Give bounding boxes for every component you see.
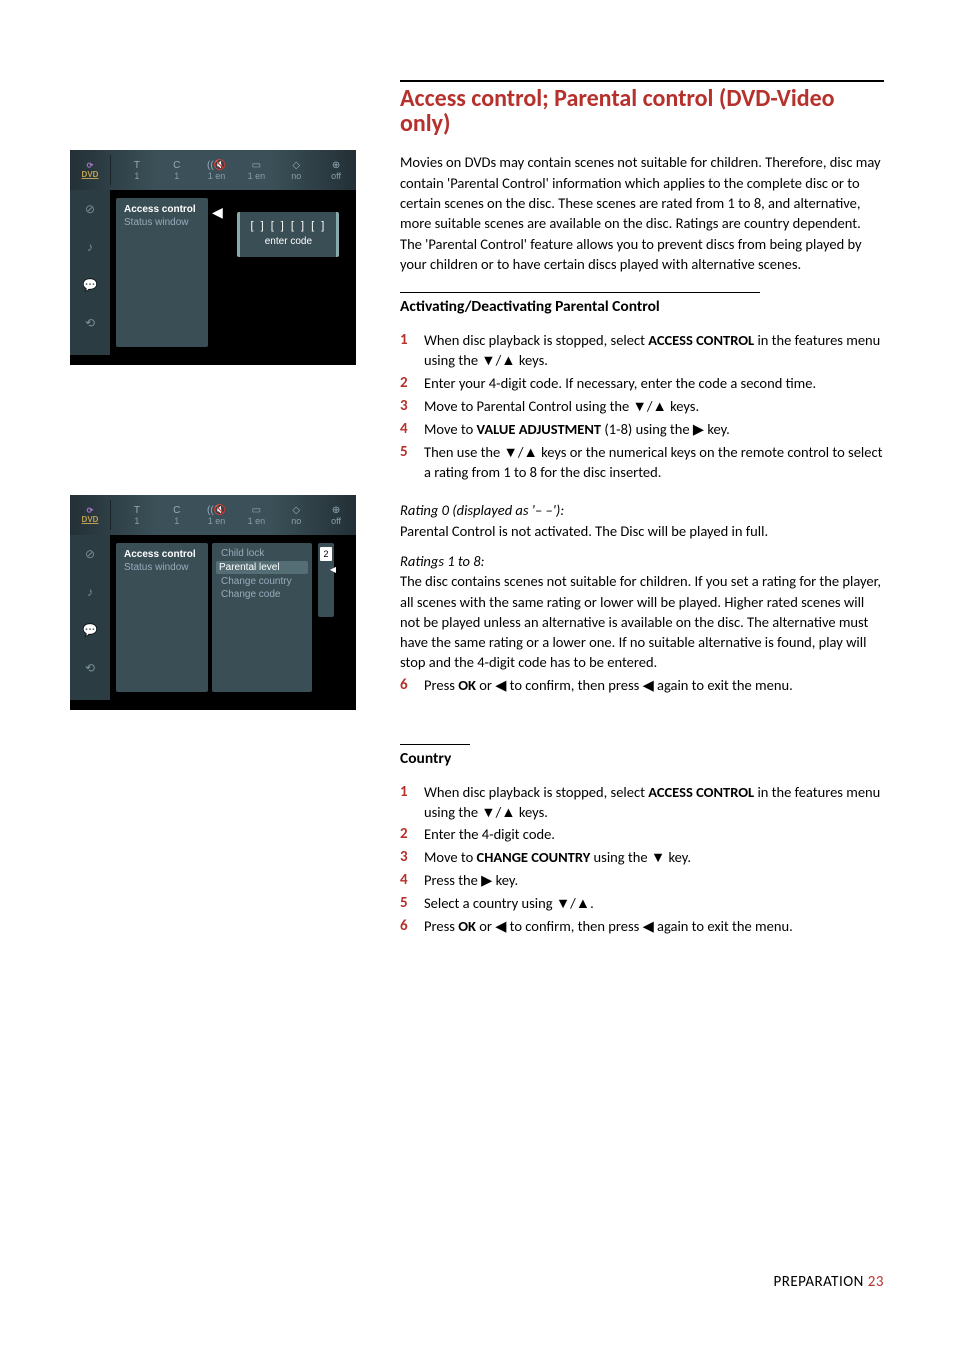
hdr-icon: C (157, 160, 197, 171)
opt-parental-level: Parental level (216, 561, 308, 574)
step-text: Move to CHANGE COUNTRY using the ▼ key. (424, 847, 691, 868)
rating18-head: Ratings 1 to 8: (400, 552, 485, 570)
hdr-val: 1 (157, 171, 197, 181)
page-footer: PREPARATION 23 (773, 1273, 884, 1291)
section-title: Access control; Parental control (DVD-Vi… (400, 86, 884, 136)
left-column: ⟳DVD T C ((🔇 ▭ ◇ ⊕ 1 1 1 en (70, 80, 360, 955)
rating18-body: The disc contains scenes not suitable fo… (400, 572, 881, 671)
hdr-icon: ((🔇 (197, 160, 237, 171)
step-text: Enter the 4-digit code. (424, 824, 555, 845)
panel-title: Access control (124, 204, 200, 215)
hdr-val: 1 en (197, 171, 237, 181)
hdr-val: off (316, 171, 356, 181)
step-text: Press OK or ◀ to confirm, then press ◀ a… (424, 916, 793, 937)
steps-activating-end: 6Press OK or ◀ to confirm, then press ◀ … (400, 675, 884, 696)
intro-text: Movies on DVDs may contain scenes not su… (400, 152, 884, 274)
side-icon: ⊘ (85, 202, 95, 216)
arrow-left-icon: ◀ (212, 204, 223, 221)
options-panel: Child lock Parental level Change country… (212, 543, 312, 692)
hdr-icon: ▭ (236, 160, 276, 171)
step-text: Then use the ▼/▲ keys or the numerical k… (424, 442, 884, 483)
footer-page-number: 23 (868, 1273, 884, 1291)
rating-slider: 2 ◀ (318, 543, 334, 617)
step-text: Move to Parental Control using the ▼/▲ k… (424, 396, 699, 417)
side-icon: ♪ (87, 240, 93, 254)
side-icon: 💬 (83, 278, 98, 292)
step-text: Enter your 4-digit code. If necessary, e… (424, 373, 816, 394)
tv-screenshot-enter-code: ⟳DVD T C ((🔇 ▭ ◇ ⊕ 1 1 1 en (70, 150, 356, 365)
code-label: enter code (250, 236, 326, 247)
rating0-head: Rating 0 (displayed as '– –'): (400, 501, 564, 519)
right-column: Access control; Parental control (DVD-Vi… (400, 80, 884, 955)
hdr-val: 1 (117, 171, 157, 181)
steps-country: 1When disc playback is stopped, select A… (400, 782, 884, 938)
subsection-title-activating: Activating/Deactivating Parental Control (400, 297, 884, 316)
tv-screenshot-parental-level: ⟳DVD T C ((🔇 ▭ ◇ ⊕ 1 1 1 en (70, 495, 356, 710)
hdr-icon: T (117, 160, 157, 171)
side-icon: ⟲ (85, 316, 95, 330)
step-text: Move to VALUE ADJUSTMENT (1-8) using the… (424, 419, 730, 440)
opt-change-country: Change country (218, 575, 306, 588)
hdr-val: no (276, 171, 316, 181)
hdr-val: 1 en (236, 171, 276, 181)
hdr-icon: ◇ (276, 160, 316, 171)
opt-change-code: Change code (218, 588, 306, 601)
steps-activating: 1When disc playback is stopped, select A… (400, 330, 884, 482)
slider-value: 2 (320, 547, 332, 561)
subsection-title-country: Country (400, 749, 884, 768)
step-text: Press the ▶ key. (424, 870, 518, 891)
code-entry-panel: [ ] [ ] [ ] [ ] enter code (237, 212, 339, 257)
footer-label: PREPARATION (773, 1273, 863, 1291)
code-dots: [ ] [ ] [ ] [ ] (250, 220, 326, 232)
opt-child-lock: Child lock (218, 547, 306, 560)
step-text: Press OK or ◀ to confirm, then press ◀ a… (424, 675, 793, 696)
step-text: When disc playback is stopped, select AC… (424, 782, 884, 823)
panel-subtitle: Status window (124, 217, 200, 228)
hdr-icon: ⊕ (316, 160, 356, 171)
step-text: When disc playback is stopped, select AC… (424, 330, 884, 371)
rating0-body: Parental Control is not activated. The D… (400, 522, 768, 540)
step-text: Select a country using ▼/▲. (424, 893, 594, 914)
